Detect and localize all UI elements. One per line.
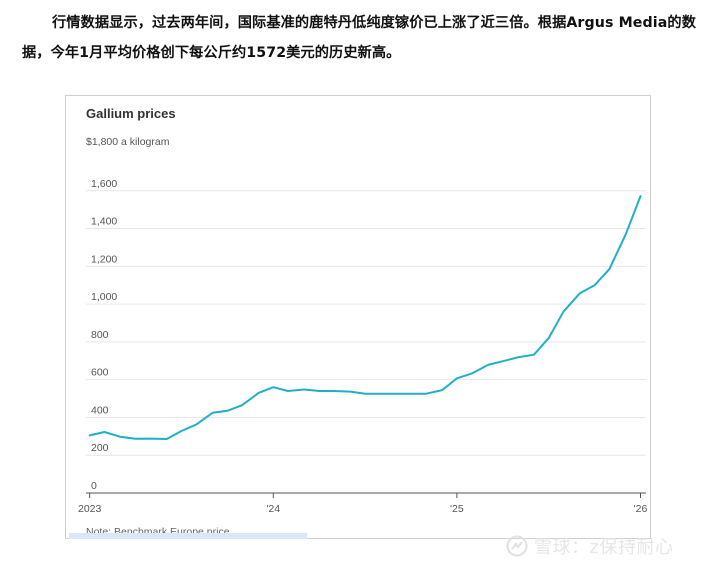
y-tick-label: 800 [91, 329, 109, 341]
series-layer [88, 195, 642, 440]
note-highlight-bar [69, 533, 307, 539]
x-tick-label: '25 [450, 503, 464, 515]
watermark: 雪球：z保持耐心 [506, 531, 673, 561]
series-line [88, 195, 642, 440]
y-axis-ticks: 0 200 400 600 800 1,000 1,200 1,400 1,600 [91, 178, 117, 492]
grid-lines [86, 190, 646, 456]
y-tick-label: 200 [91, 442, 109, 454]
x-tick-label: '26 [634, 503, 648, 515]
y-tick-label: 1,200 [91, 253, 117, 265]
y-tick-label: 600 [91, 367, 109, 379]
x-tick-label: '24 [266, 503, 280, 515]
y-tick-label: 1,400 [91, 216, 117, 228]
gallium-price-chart: 0 200 400 600 800 1,000 1,200 1,400 1,600 2023 '2… [65, 95, 651, 539]
watermark-text: 雪球：z保持耐心 [534, 537, 674, 558]
y-tick-label: 0 [91, 480, 97, 492]
y-tick-label: 1,600 [91, 178, 117, 190]
y-tick-label: 1,000 [91, 291, 117, 303]
chart-title: Gallium prices [86, 106, 176, 121]
chart-unit-label: $1,800 a kilogram [86, 136, 170, 148]
x-tick-label: 2023 [78, 503, 102, 515]
snowball-logo-icon [506, 535, 528, 557]
y-tick-label: 400 [91, 404, 109, 416]
x-axis: 2023 '24 '25 '26 [78, 492, 648, 515]
article-paragraph: 行情数据显示，过去两年间，国际基准的鹿特丹低纯度镓价已上涨了近三倍。根据Argu… [22, 15, 696, 61]
chart-canvas: 0 200 400 600 800 1,000 1,200 1,400 1,600 2023 '2… [78, 106, 648, 538]
